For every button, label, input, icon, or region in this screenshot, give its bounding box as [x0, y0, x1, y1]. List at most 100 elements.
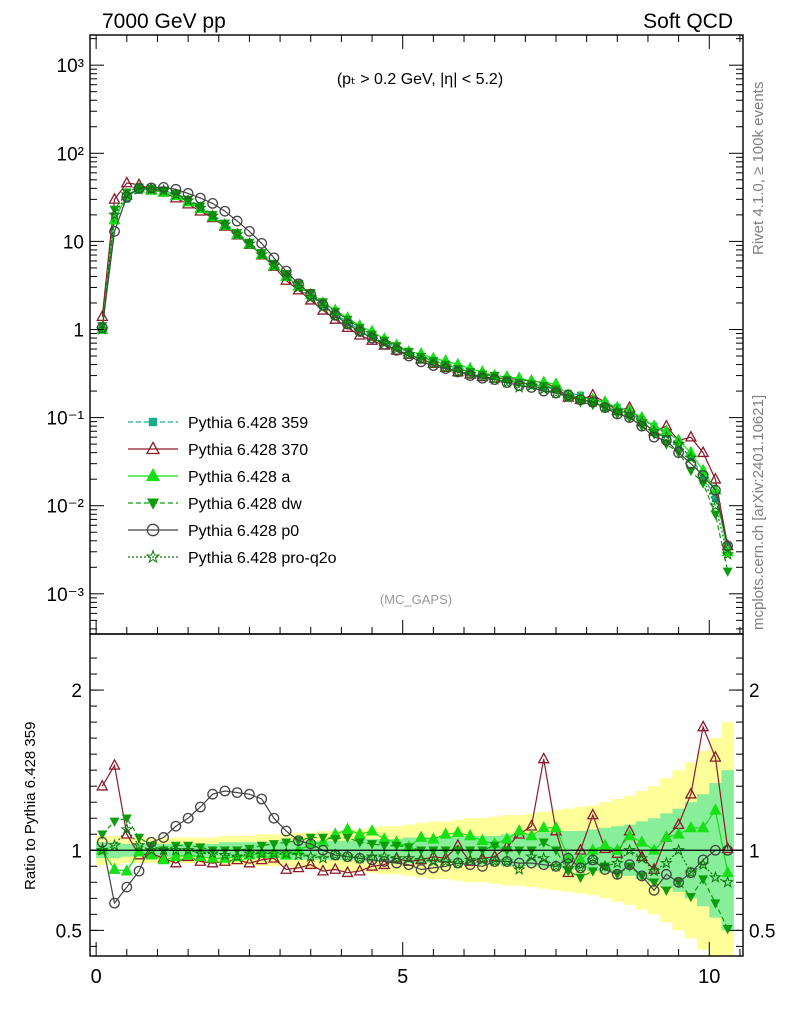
ratio-point-dw [97, 830, 108, 840]
main-point-pro-q2o [586, 395, 600, 408]
ratio-point-dw [624, 862, 635, 872]
ratio-point-pro-q2o [279, 846, 293, 859]
ratio-point-dw [575, 873, 586, 884]
ratio-point-370 [292, 861, 305, 873]
ratio-point-p0 [415, 864, 427, 875]
ratio-point-dw [587, 867, 598, 877]
main-line-dw [101, 186, 729, 572]
main-point-p0 [293, 278, 304, 290]
main-point-dw [685, 466, 696, 477]
main-point-pro-q2o [279, 269, 293, 282]
main-point-p0 [673, 447, 685, 459]
ratio-point-dw [698, 875, 709, 885]
main-point-pro-q2o [574, 392, 587, 406]
ratio-line-a [101, 808, 729, 873]
main-line-p0 [101, 186, 729, 547]
ratio-point-a [451, 825, 464, 838]
main-point-pro-q2o [120, 187, 134, 201]
main-point-370 [120, 176, 133, 188]
main-point-pro-q2o [390, 342, 404, 355]
ratio-point-a [415, 830, 428, 842]
ratio-point-370 [709, 750, 722, 762]
ratio-point-a [525, 828, 538, 841]
legend-entry-p0: Pythia 6.428 p0 [128, 523, 299, 540]
ratio-point-pro-q2o [341, 849, 354, 863]
ratio-axes: 0.5 0.5 1 1 2 2 0 5 10 [56, 657, 775, 988]
ratio-point-p0 [268, 812, 280, 824]
main-point-pro-q2o [549, 386, 563, 399]
main-point-dw [244, 238, 255, 249]
ratio-point-pro-q2o [659, 856, 673, 869]
ratio-point-a [709, 803, 722, 815]
ratio-point-dw [710, 899, 721, 909]
main-point-p0 [219, 205, 231, 217]
ratio-point-pro-q2o [157, 843, 171, 856]
ratio-point-pro-q2o [549, 859, 563, 872]
main-point-pro-q2o [157, 183, 171, 196]
ratio-point-p0 [624, 859, 635, 871]
ratio-point-pro-q2o [390, 851, 404, 864]
ratio-point-dw [550, 846, 561, 856]
main-point-dw [391, 342, 402, 352]
main-point-dw [232, 229, 243, 239]
main-point-pro-q2o [488, 372, 502, 386]
main-point-p0 [415, 356, 427, 368]
main-point-dw [440, 360, 451, 371]
legend-label-pro-q2o: Pythia 6.428 pro-q2o [188, 550, 337, 567]
ratio-point-pro-q2o [525, 849, 538, 863]
legend-label-370: Pythia 6.428 370 [188, 442, 308, 459]
ratio-point-pro-q2o [586, 853, 600, 866]
main-point-pro-q2o [341, 317, 354, 330]
ratio-y-tick-label-right: 2 [749, 681, 760, 702]
ratio-point-pro-q2o [181, 843, 195, 856]
main-point-pro-q2o [623, 407, 637, 420]
ratio-point-p0 [648, 884, 660, 896]
main-point-dw [465, 368, 476, 378]
ratio-point-pro-q2o [684, 865, 698, 879]
ratio-point-dw [342, 833, 353, 843]
ratio-point-a [611, 843, 624, 855]
ratio-point-370 [537, 752, 550, 764]
main-point-p0 [697, 470, 709, 481]
ratio-point-dw [317, 833, 328, 843]
main-point-pro-q2o [316, 300, 330, 313]
ratio-point-a [157, 853, 170, 865]
ratio-point-pro-q2o [414, 853, 428, 866]
ratio-point-pro-q2o [426, 854, 440, 867]
main-point-pro-q2o [525, 379, 538, 392]
main-point-dw [219, 219, 230, 229]
ratio-point-370 [280, 862, 293, 874]
main-point-dw [379, 336, 390, 347]
ratio-y-tick-label-right: 1 [749, 841, 760, 862]
ratio-point-dw [281, 838, 292, 848]
ratio-point-dw [489, 841, 500, 851]
main-point-370 [108, 192, 121, 204]
ratio-point-370 [341, 865, 354, 878]
main-point-dw [367, 330, 378, 340]
main-point-dw [256, 249, 267, 259]
main-point-pro-q2o [108, 208, 121, 221]
ratio-point-pro-q2o [206, 846, 220, 859]
ratio-point-pro-q2o [292, 848, 305, 861]
main-point-dw [722, 567, 733, 577]
main-line-a [101, 187, 729, 552]
ratio-point-pro-q2o [242, 846, 256, 859]
ratio-point-pro-q2o [439, 854, 453, 867]
ratio-point-pro-q2o [402, 851, 416, 864]
ratio-point-pro-q2o [144, 843, 158, 856]
ratio-point-370 [586, 808, 599, 820]
ratio-point-pro-q2o [488, 854, 502, 867]
legend-label-359: Pythia 6.428 359 [188, 415, 308, 432]
main-point-p0 [378, 338, 390, 350]
ratio-point-p0 [611, 868, 623, 880]
ratio-point-dw [440, 846, 451, 856]
ratio-panel: 0.5 0.5 1 1 2 2 0 5 10 [56, 633, 775, 988]
main-line-359 [101, 188, 729, 547]
ratio-point-dw [416, 846, 427, 856]
main-point-dw [354, 323, 365, 334]
main-point-370 [96, 309, 109, 322]
ratio-point-pro-q2o [610, 856, 624, 869]
main-point-p0 [648, 431, 660, 443]
analysis-label: (MC_GAPS) [380, 592, 452, 607]
